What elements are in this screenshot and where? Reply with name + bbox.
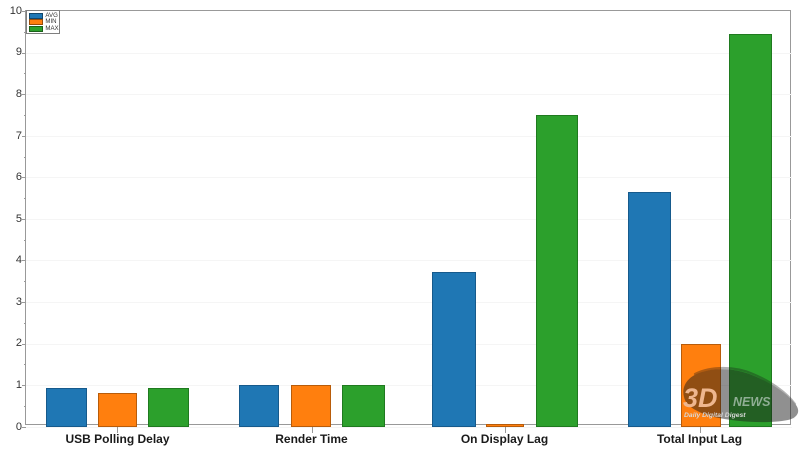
svg-text:NEWS: NEWS: [733, 395, 771, 409]
svg-text:3D: 3D: [683, 383, 718, 413]
svg-text:Daily Digital Digest: Daily Digital Digest: [684, 412, 746, 419]
